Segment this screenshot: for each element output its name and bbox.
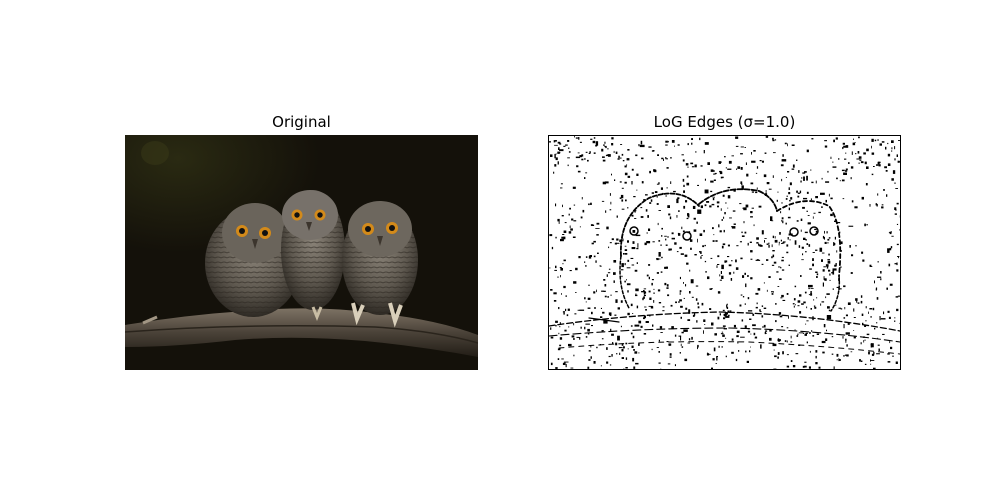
edge-map	[549, 136, 900, 369]
original-image	[125, 135, 478, 370]
owl-middle	[281, 190, 345, 322]
log-edges-image	[548, 135, 901, 370]
owl-left	[205, 203, 301, 317]
log-edges-panel-title: LoG Edges (σ=1.0)	[653, 113, 796, 131]
owlets-photo	[125, 135, 478, 370]
original-panel-title: Original	[272, 113, 331, 131]
owl-right	[342, 201, 418, 328]
